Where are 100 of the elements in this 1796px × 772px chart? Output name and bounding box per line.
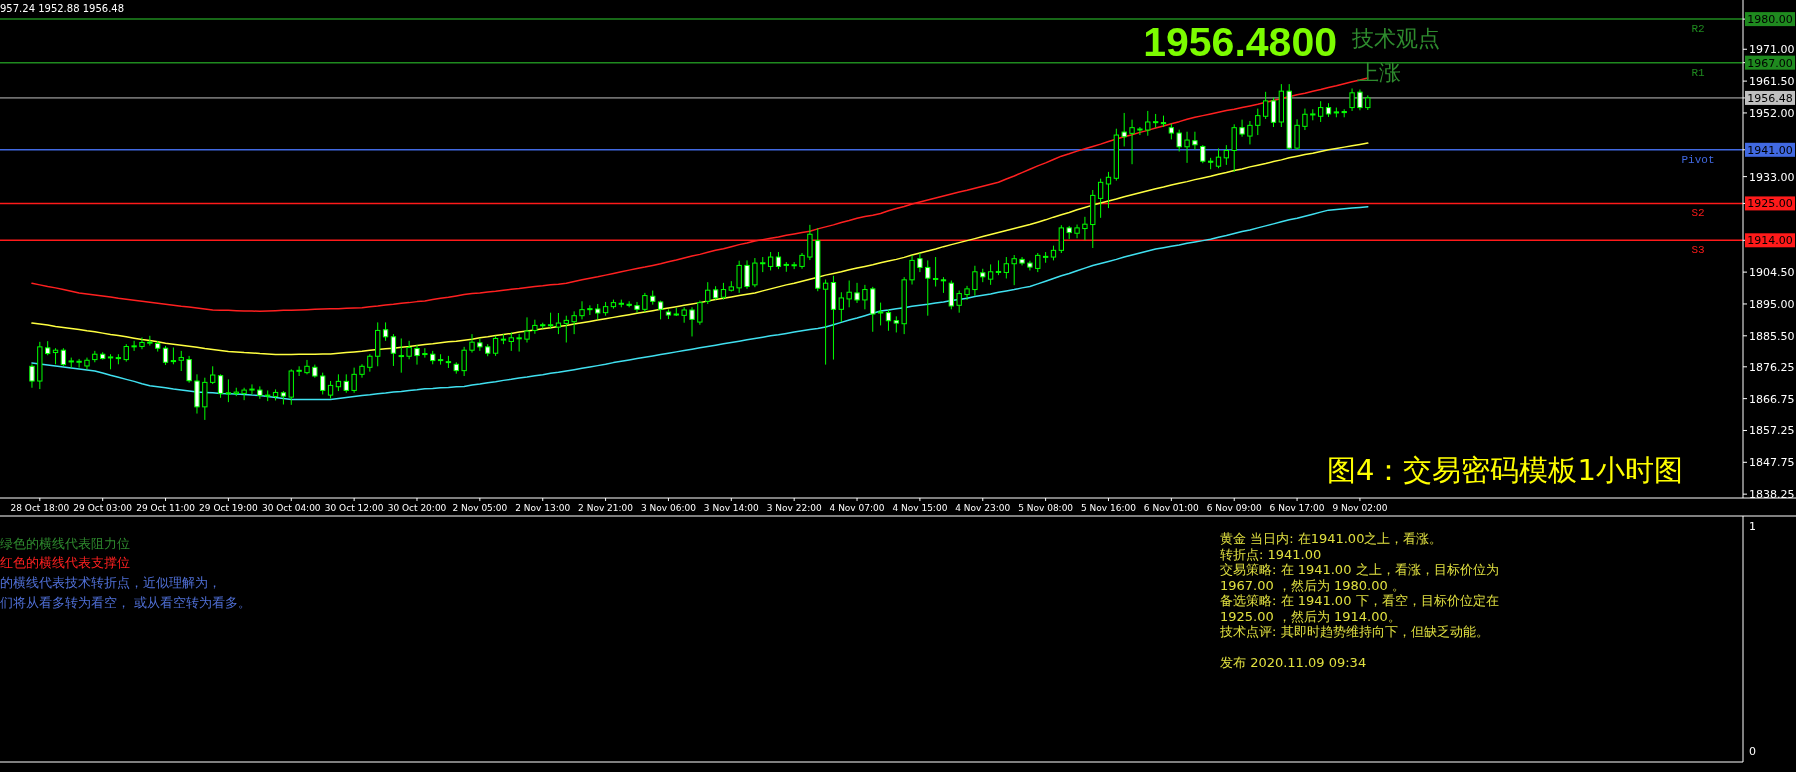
candlestick: [524, 316, 530, 343]
candlestick: [587, 304, 593, 316]
candlestick: [241, 387, 247, 401]
x-tick-label: 4 Nov 15:00: [892, 503, 948, 513]
y-tick-label: 1952.00: [1749, 106, 1795, 120]
candlestick: [186, 355, 192, 384]
x-tick-label: 6 Nov 01:00: [1143, 503, 1200, 513]
x-tick-label: 6 Nov 17:00: [1269, 503, 1325, 513]
candlestick: [225, 378, 232, 403]
candlestick: [1129, 119, 1135, 165]
candlestick: [885, 308, 892, 332]
candlestick: [1058, 224, 1064, 254]
annotation: 上涨: [1357, 60, 1401, 85]
text: 0: [1749, 745, 1756, 758]
text: 技术点评: 其即时趋势维持向下，但缺乏动能。: [1219, 624, 1489, 639]
candlestick: [1317, 100, 1324, 123]
annotation: 1956.4800: [1143, 19, 1337, 65]
candlestick: [846, 280, 852, 308]
candlestick: [1247, 120, 1253, 145]
candlestick: [1082, 216, 1088, 241]
candlestick: [304, 359, 310, 375]
text: 发布 2020.11.09 09:34: [1220, 655, 1367, 670]
line-series: [31, 142, 1369, 356]
candlestick: [744, 259, 750, 290]
candlestick: [296, 365, 302, 377]
x-tick-label: 6 Nov 09:00: [1206, 503, 1262, 513]
candlestick: [1035, 252, 1041, 273]
candlestick: [76, 358, 82, 369]
ref-line-label: R2: [1691, 23, 1705, 36]
x-tick-label: 2 Nov 05:00: [452, 503, 508, 513]
candlestick: [563, 315, 569, 343]
candlestick: [956, 290, 962, 314]
candlestick: [508, 331, 514, 352]
candlestick: [854, 282, 860, 304]
candlestick: [1262, 91, 1269, 120]
candlestick: [1200, 144, 1206, 164]
candlestick: [1357, 88, 1363, 111]
candlestick: [972, 265, 978, 297]
candlestick: [516, 333, 522, 353]
text: 备选策略: 在 1941.00 下，看空，目标价位定在: [1220, 593, 1499, 608]
x-tick-label: 30 Oct 12:00: [324, 503, 384, 513]
candlestick: [422, 347, 428, 359]
candlestick: [1003, 256, 1009, 279]
candlestick: [461, 346, 467, 377]
candlestick: [579, 300, 585, 320]
candlestick: [964, 285, 970, 301]
candlestick: [909, 254, 915, 286]
candlestick: [555, 312, 562, 335]
x-tick-label: 3 Nov 06:00: [640, 503, 697, 513]
candlestick: [689, 306, 695, 337]
candlestick: [1121, 112, 1127, 147]
candlestick: [697, 300, 703, 326]
candlestick: [139, 336, 145, 350]
x-tick-label: 3 Nov 22:00: [766, 503, 822, 513]
y-tick-label: 1876.25: [1749, 360, 1795, 374]
candlestick: [492, 335, 499, 357]
y-tick-label: 1838.25: [1749, 488, 1795, 502]
candlestick: [1231, 123, 1237, 173]
x-tick-label: 28 Oct 18:00: [10, 503, 70, 513]
y-tick-label: 1904.50: [1749, 266, 1795, 280]
candlestick: [1176, 129, 1182, 152]
candlestick: [1302, 108, 1308, 131]
y-tick-label: 1895.00: [1749, 297, 1795, 311]
candlestick: [736, 260, 742, 294]
candlestick: [642, 292, 648, 313]
y-tick-label: 1914.00: [1747, 234, 1793, 248]
candlestick: [351, 367, 357, 394]
candlestick: [752, 257, 758, 288]
candlestick: [162, 345, 169, 366]
candlestick: [131, 340, 137, 352]
ref-line-label: Pivot: [1681, 153, 1715, 166]
text: 1925.00 ，然后为 1914.00。: [1220, 608, 1401, 624]
candlestick: [320, 372, 326, 395]
text: 交易策略: 在 1941.00 之上，看涨，目标价位为: [1220, 562, 1499, 577]
candlestick: [1011, 254, 1017, 286]
candlestick: [398, 337, 404, 374]
candlestick: [382, 321, 389, 342]
text: 的横线代表技术转折点，近似理解为，: [0, 575, 221, 590]
candlestick: [532, 319, 538, 335]
candlestick: [925, 259, 931, 317]
x-tick-label: 30 Oct 20:00: [387, 503, 447, 513]
ref-line-label: S2: [1691, 207, 1705, 220]
candlestick: [1239, 119, 1245, 138]
candlestick: [1349, 87, 1355, 112]
candlestick: [987, 263, 994, 286]
candlestick: [414, 344, 420, 366]
candlestick: [1145, 110, 1151, 137]
candlestick: [1105, 171, 1112, 209]
x-tick-label: 4 Nov 07:00: [829, 503, 885, 513]
candlestick: [807, 224, 813, 261]
annotation: 技术观点: [1351, 26, 1440, 51]
candlestick: [217, 373, 224, 399]
candlestick: [571, 310, 577, 335]
candlestick: [249, 383, 255, 395]
candlestick: [343, 373, 349, 394]
text: 黄金 当日内: 在1941.00之上，看涨。: [1220, 531, 1443, 546]
x-tick-label: 5 Nov 08:00: [1018, 503, 1074, 513]
candlestick: [390, 333, 397, 367]
candlestick: [469, 333, 475, 354]
text: 1967.00 ，然后为 1980.00 。: [1220, 577, 1405, 593]
